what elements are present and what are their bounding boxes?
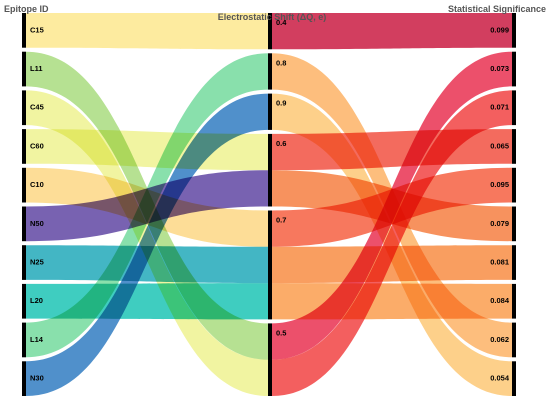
- node-bar-0.071[interactable]: [512, 90, 516, 126]
- node-bar-C60[interactable]: [22, 129, 26, 164]
- node-bar-0.081[interactable]: [512, 245, 516, 280]
- flows: [26, 13, 512, 397]
- node-label-C15: C15: [30, 25, 44, 34]
- node-bar-0.4[interactable]: [268, 13, 272, 50]
- middle-column-header: Electrostatic Shift (ΔQ, e): [218, 12, 327, 22]
- node-bar-0.065[interactable]: [512, 129, 516, 164]
- node-bar-N50[interactable]: [22, 206, 26, 242]
- node-label-C45: C45: [30, 103, 44, 112]
- node-bar-0.079[interactable]: [512, 206, 516, 242]
- node-bar-0.062[interactable]: [512, 322, 516, 358]
- flow-L14-to-0.8: [26, 53, 268, 358]
- flow-N25-to-0.7: [26, 245, 268, 284]
- flow-N30-to-0.9: [26, 93, 268, 396]
- node-label-C10: C10: [30, 180, 44, 189]
- node-bar-0.6[interactable]: [268, 133, 272, 207]
- node-label-0.071: 0.071: [490, 103, 509, 112]
- flow-0.4-to-0.099: [272, 13, 512, 50]
- flow-C15-to-0.4: [26, 13, 268, 50]
- node-bar-C45[interactable]: [22, 90, 26, 126]
- node-label-0.065: 0.065: [490, 141, 509, 150]
- node-bar-0.073[interactable]: [512, 51, 516, 87]
- flow-0.7-to-0.081: [272, 245, 512, 284]
- node-bar-N30[interactable]: [22, 361, 26, 396]
- node-label-0.095: 0.095: [490, 180, 509, 189]
- node-bar-0.095[interactable]: [512, 167, 516, 203]
- node-label-0.9: 0.9: [276, 99, 286, 108]
- node-bar-L14[interactable]: [22, 322, 26, 358]
- node-label-0.079: 0.079: [490, 219, 509, 228]
- nodes: [22, 13, 516, 396]
- flow-0.7-to-0.084: [272, 283, 512, 320]
- node-bar-N25[interactable]: [22, 245, 26, 280]
- node-label-L11: L11: [30, 64, 43, 73]
- flow-0.5-to-0.073: [272, 51, 512, 360]
- node-bar-0.5[interactable]: [268, 323, 272, 396]
- node-label-L14: L14: [30, 335, 44, 344]
- node-bar-C10[interactable]: [22, 167, 26, 203]
- node-bar-C15[interactable]: [22, 13, 26, 48]
- node-bar-0.9[interactable]: [268, 93, 272, 130]
- right-column-header: Statistical Significance: [448, 4, 546, 14]
- node-label-0.084: 0.084: [490, 296, 510, 305]
- left-column-header: Epitope ID: [4, 4, 49, 14]
- node-bar-0.8[interactable]: [268, 53, 272, 90]
- node-label-0.6: 0.6: [276, 139, 286, 148]
- node-bar-0.084[interactable]: [512, 283, 516, 319]
- node-label-0.081: 0.081: [490, 258, 509, 267]
- node-label-0.073: 0.073: [490, 64, 509, 73]
- node-label-0.7: 0.7: [276, 215, 286, 224]
- node-bar-L20[interactable]: [22, 283, 26, 319]
- node-bar-L11[interactable]: [22, 51, 26, 87]
- node-label-0.099: 0.099: [490, 25, 509, 34]
- node-label-0.062: 0.062: [490, 335, 509, 344]
- labels: C15 L11 C45 C60 C10 N50 N25 L20 L14 N30 0.4 0.8 0.9 0…: [30, 18, 510, 383]
- node-label-0.054: 0.054: [490, 374, 510, 383]
- node-label-L20: L20: [30, 296, 43, 305]
- flow-0.6-to-0.065: [272, 129, 512, 171]
- node-label-0.4: 0.4: [276, 18, 287, 27]
- node-bar-0.099[interactable]: [512, 13, 516, 48]
- node-label-C60: C60: [30, 141, 44, 150]
- node-label-N50: N50: [30, 219, 44, 228]
- node-label-0.8: 0.8: [276, 58, 286, 67]
- node-label-0.5: 0.5: [276, 328, 286, 337]
- node-label-N30: N30: [30, 374, 44, 383]
- node-bar-0.054[interactable]: [512, 361, 516, 396]
- node-label-N25: N25: [30, 258, 44, 267]
- node-bar-0.7[interactable]: [268, 210, 272, 320]
- flow-0.5-to-0.071: [272, 90, 512, 397]
